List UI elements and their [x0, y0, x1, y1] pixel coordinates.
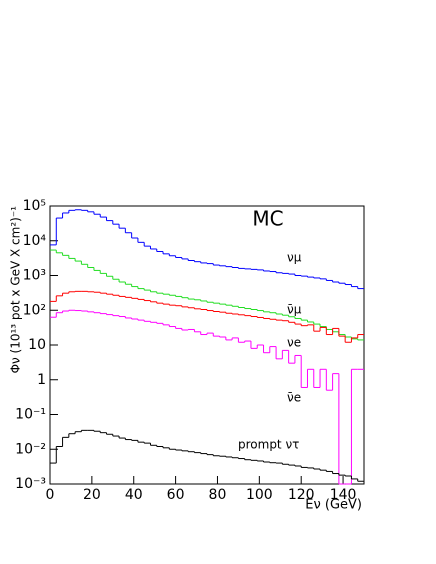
y-tick-label: 10⁵	[23, 198, 46, 214]
y-tick-label: 10²	[23, 302, 46, 318]
y-tick-label: 10⁻³	[15, 476, 46, 492]
x-tick-label: 40	[125, 487, 143, 503]
x-tick-label: 100	[246, 487, 273, 503]
y-tick-label: 1	[37, 372, 46, 388]
x-tick-label: 140	[330, 487, 357, 503]
series-label: νμ	[287, 251, 302, 265]
x-tick-label: 60	[167, 487, 185, 503]
y-tick-label: 10	[28, 337, 46, 353]
x-tick-label: 120	[288, 487, 315, 503]
series-label: prompt ντ	[238, 438, 299, 452]
y-tick-label: 10³	[23, 268, 46, 284]
x-tick-label: 80	[209, 487, 227, 503]
x-tick-label: 0	[46, 487, 55, 503]
y-tick-label: 10⁴	[23, 233, 47, 249]
plot-frame	[49, 205, 365, 485]
y-tick-label: 10⁻²	[15, 441, 46, 457]
annotation: MC	[252, 207, 283, 231]
series-label: ν̄e	[287, 391, 301, 405]
x-tick-label: 20	[83, 487, 101, 503]
series-label: νe	[287, 336, 301, 350]
x-axis-label: Eν (GeV)	[305, 498, 362, 513]
y-axis-label: Φν (10¹³ pot x GeV X cm²)⁻¹	[9, 206, 23, 374]
y-tick-label: 10⁻¹	[15, 407, 46, 423]
series-label: ν̄μ	[287, 303, 302, 317]
